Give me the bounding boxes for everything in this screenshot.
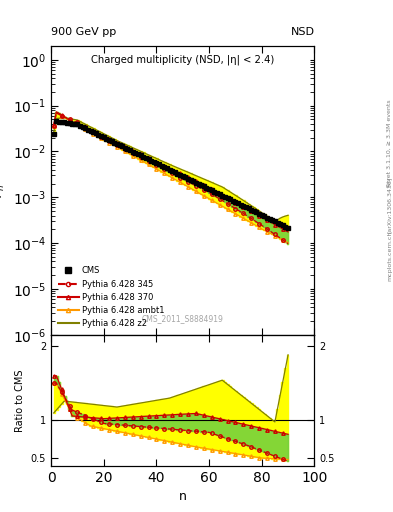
Legend: CMS, Pythia 6.428 345, Pythia 6.428 370, Pythia 6.428 ambt1, Pythia 6.428 z2: CMS, Pythia 6.428 345, Pythia 6.428 370,… (55, 264, 167, 331)
Y-axis label: Ratio to CMS: Ratio to CMS (15, 369, 25, 432)
Text: mcplots.cern.ch: mcplots.cern.ch (387, 231, 392, 281)
Text: Rivet 3.1.10, ≥ 3.3M events: Rivet 3.1.10, ≥ 3.3M events (387, 99, 392, 187)
Text: [arXiv:1306.3436]: [arXiv:1306.3436] (387, 177, 392, 233)
Y-axis label: $P_n$: $P_n$ (0, 183, 7, 198)
Text: NSD: NSD (290, 27, 314, 37)
Text: CMS_2011_S8884919: CMS_2011_S8884919 (142, 314, 224, 324)
Text: Charged multiplicity (NSD, |η| < 2.4): Charged multiplicity (NSD, |η| < 2.4) (91, 55, 274, 65)
Text: 900 GeV pp: 900 GeV pp (51, 27, 116, 37)
X-axis label: n: n (179, 490, 187, 503)
